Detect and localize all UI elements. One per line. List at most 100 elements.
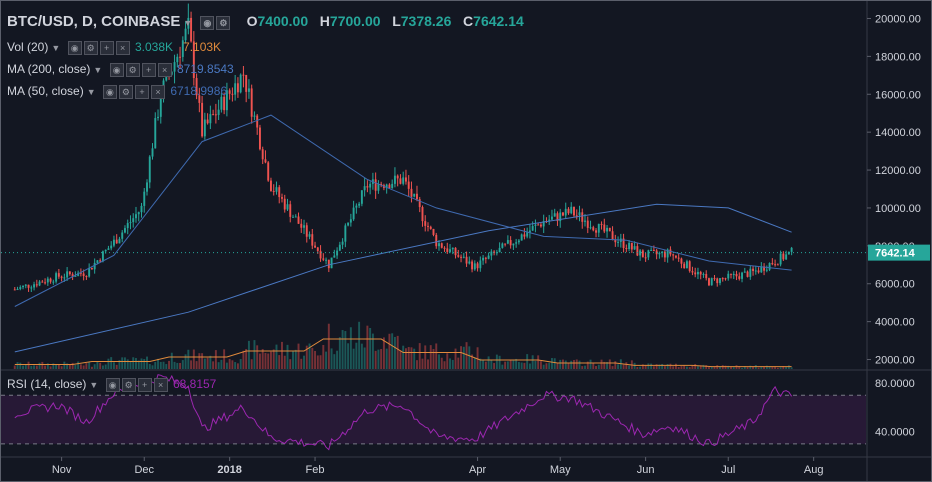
eye-icon[interactable]: ◉ — [200, 15, 215, 30]
volume-bar — [454, 348, 457, 369]
candle-body — [52, 281, 55, 283]
candle-body — [559, 212, 562, 222]
eye-icon[interactable]: ◉ — [105, 378, 120, 393]
volume-bar — [592, 362, 595, 369]
eye-icon[interactable]: ◉ — [109, 63, 124, 78]
x-tick-label: Apr — [469, 464, 486, 476]
settings-icon[interactable]: ⚙ — [118, 85, 133, 100]
volume-bar — [768, 366, 771, 369]
vol-ma-value: 7.103K — [183, 40, 222, 54]
candle-body — [96, 260, 99, 263]
candle-body — [716, 278, 719, 284]
candle-body — [528, 230, 531, 233]
candle-body — [774, 264, 777, 266]
volume-bar — [531, 355, 534, 369]
ma200-name[interactable]: MA (200, close) — [7, 62, 91, 76]
volume-bar — [484, 361, 487, 369]
close-icon[interactable]: × — [150, 85, 165, 100]
add-icon[interactable]: + — [141, 63, 156, 78]
rsi-legend[interactable]: RSI (14, close) ▼ ◉ ⚙ + × 68.8157 — [7, 377, 216, 393]
settings-icon[interactable]: ⚙ — [121, 378, 136, 393]
candle-body — [719, 278, 721, 284]
symbol-legend[interactable]: BTC/USD, D, COINBASE ▼ ◉ ⚙ O7400.00 H7700.… — [7, 13, 524, 31]
volume-bar — [322, 344, 325, 369]
volume-bar — [198, 353, 201, 369]
volume-bar — [115, 364, 118, 369]
candle-body — [515, 242, 518, 244]
candles-group — [13, 3, 793, 293]
settings-icon[interactable]: ⚙ — [125, 63, 140, 78]
volume-bar — [380, 349, 383, 369]
volume-bar — [473, 358, 476, 369]
volume-bar — [377, 349, 380, 369]
candle-body — [148, 156, 151, 183]
volume-bar — [203, 358, 206, 369]
x-tick-label: 2018 — [217, 464, 241, 476]
ma200-legend[interactable]: MA (200, close) ▼ ◉ ⚙ + × 8719.8543 — [7, 62, 234, 78]
chevron-down-icon[interactable]: ▼ — [93, 65, 103, 75]
volume-bar — [567, 363, 570, 369]
candle-body — [611, 231, 614, 240]
settings-icon[interactable]: ⚙ — [83, 41, 98, 56]
candle-body — [132, 218, 135, 223]
candle-body — [402, 177, 405, 184]
volume-bar — [24, 364, 27, 369]
candle-body — [752, 268, 755, 272]
ma200-line — [14, 203, 792, 353]
volume-bar — [374, 350, 377, 369]
volume-bar — [333, 354, 336, 369]
volume-bar — [181, 360, 184, 369]
settings-icon[interactable]: ⚙ — [216, 15, 231, 30]
candle-body — [391, 183, 394, 189]
chevron-down-icon[interactable]: ▼ — [51, 43, 61, 53]
candle-body — [581, 212, 584, 222]
candle-body — [124, 228, 126, 233]
vol-legend[interactable]: Vol (20) ▼ ◉ ⚙ + × 3.038K 7.103K — [7, 40, 222, 56]
chevron-down-icon[interactable]: ▼ — [89, 380, 99, 390]
eye-icon[interactable]: ◉ — [67, 41, 82, 56]
volume-bar — [247, 340, 250, 369]
candle-body — [396, 175, 399, 179]
candle-body — [300, 223, 303, 228]
candle-body — [35, 284, 38, 286]
volume-bar — [253, 340, 256, 369]
volume-bar — [633, 362, 636, 369]
symbol-name[interactable]: BTC/USD, D, COINBASE — [7, 13, 181, 30]
candle-body — [746, 271, 749, 277]
rsi-name[interactable]: RSI (14, close) — [7, 377, 87, 391]
add-icon[interactable]: + — [99, 41, 114, 56]
volume-bar — [212, 361, 215, 369]
vol-name[interactable]: Vol (20) — [7, 40, 49, 54]
volume-bar — [685, 366, 688, 369]
volume-bar — [413, 348, 416, 369]
chevron-down-icon[interactable]: ▼ — [86, 87, 96, 97]
candle-body — [245, 74, 248, 92]
volume-bar — [763, 366, 766, 369]
volume-bar — [85, 363, 88, 369]
candle-body — [564, 208, 567, 216]
add-icon[interactable]: + — [134, 85, 149, 100]
ma50-legend[interactable]: MA (50, close) ▼ ◉ ⚙ + × 6718.9986 — [7, 84, 227, 100]
volume-bar — [371, 333, 374, 369]
candle-body — [625, 247, 628, 250]
ma50-name[interactable]: MA (50, close) — [7, 84, 84, 98]
volume-bar — [283, 355, 286, 369]
volume-bar — [674, 363, 677, 369]
volume-bar — [556, 363, 559, 369]
y-tick-label: 20000.00 — [875, 13, 921, 25]
close-icon[interactable]: × — [157, 63, 172, 78]
volume-bar — [96, 361, 99, 369]
volume-bar — [256, 345, 259, 369]
chevron-down-icon[interactable]: ▼ — [183, 18, 193, 28]
volume-bar — [355, 342, 358, 369]
volume-bar — [776, 367, 779, 369]
candle-body — [573, 206, 575, 216]
volume-bar — [427, 359, 429, 369]
eye-icon[interactable]: ◉ — [102, 85, 117, 100]
add-icon[interactable]: + — [137, 378, 152, 393]
candle-body — [140, 205, 143, 213]
close-icon[interactable]: × — [115, 41, 130, 56]
close-icon[interactable]: × — [153, 378, 168, 393]
volume-bar — [292, 350, 294, 369]
